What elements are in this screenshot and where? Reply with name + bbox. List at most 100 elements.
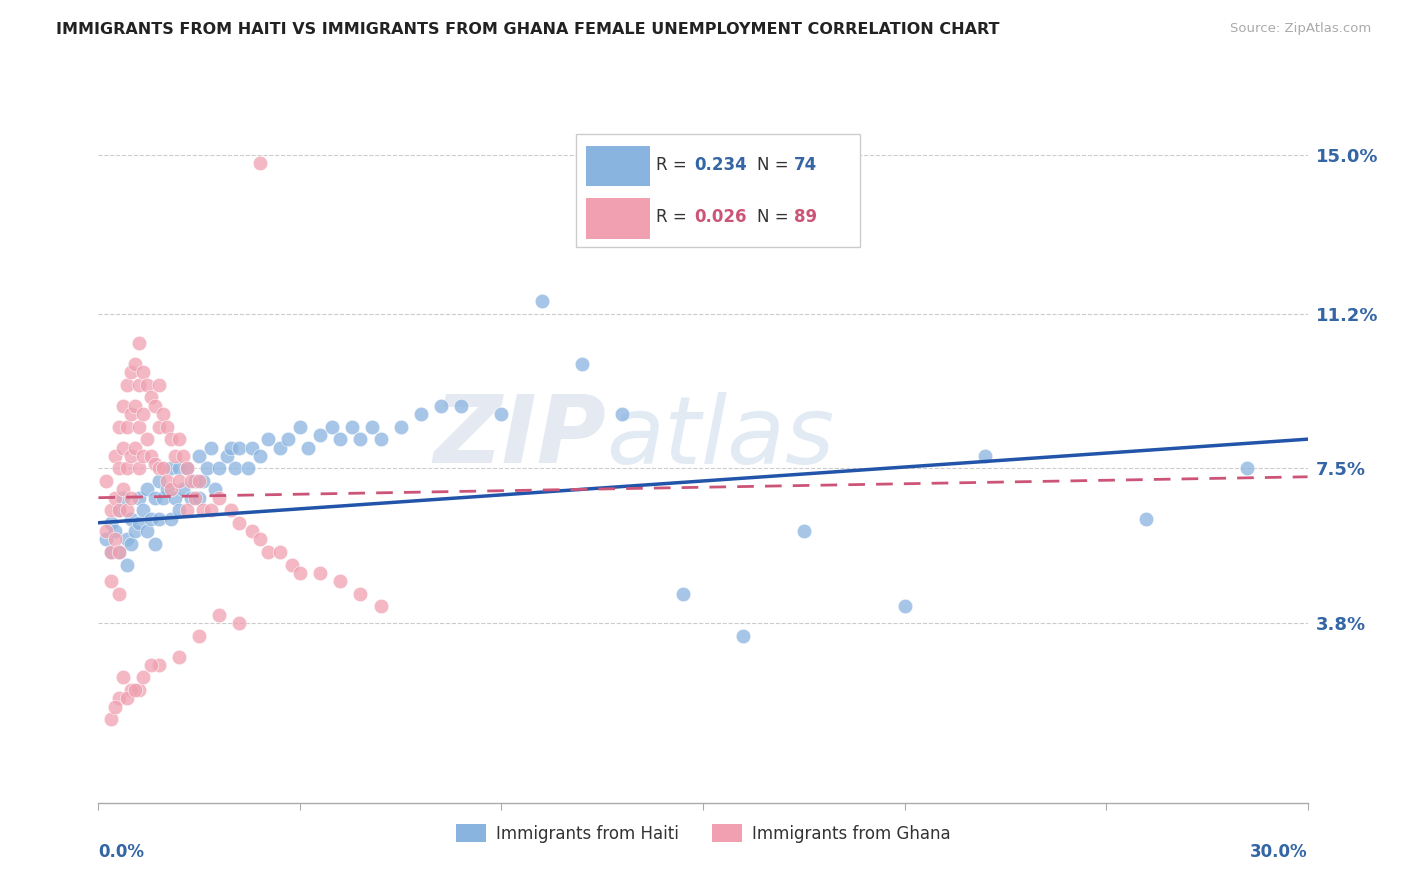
Point bbox=[152, 461, 174, 475]
Point bbox=[139, 390, 162, 404]
Point bbox=[160, 461, 183, 475]
Point bbox=[491, 407, 513, 421]
Point bbox=[143, 399, 166, 413]
FancyBboxPatch shape bbox=[586, 145, 650, 186]
Point bbox=[111, 670, 134, 684]
Point bbox=[193, 474, 215, 488]
Text: N =: N = bbox=[758, 156, 794, 174]
Point bbox=[107, 587, 129, 601]
Point bbox=[115, 377, 138, 392]
Point bbox=[124, 399, 146, 413]
Point bbox=[204, 483, 226, 497]
Point bbox=[100, 545, 122, 559]
Point bbox=[195, 461, 218, 475]
Point bbox=[221, 441, 243, 455]
Point bbox=[148, 474, 170, 488]
Point bbox=[128, 377, 150, 392]
Point bbox=[96, 524, 118, 538]
Point bbox=[148, 377, 170, 392]
Point bbox=[1135, 511, 1157, 525]
Text: 74: 74 bbox=[793, 156, 817, 174]
Point bbox=[111, 491, 134, 505]
Point bbox=[128, 516, 150, 530]
Point bbox=[100, 516, 122, 530]
Point bbox=[160, 511, 183, 525]
Point bbox=[148, 461, 170, 475]
Point bbox=[100, 503, 122, 517]
Point bbox=[530, 294, 553, 309]
Point bbox=[277, 432, 299, 446]
Point bbox=[115, 558, 138, 572]
Point bbox=[329, 574, 352, 589]
Point bbox=[249, 533, 271, 547]
Point bbox=[135, 524, 157, 538]
Text: 0.234: 0.234 bbox=[695, 156, 747, 174]
Point bbox=[309, 428, 332, 442]
Point bbox=[152, 407, 174, 421]
Point bbox=[139, 449, 162, 463]
Point bbox=[128, 461, 150, 475]
Point bbox=[103, 491, 125, 505]
Point bbox=[167, 461, 190, 475]
Point bbox=[256, 432, 278, 446]
Point bbox=[139, 511, 162, 525]
Point bbox=[156, 483, 179, 497]
Point bbox=[156, 419, 179, 434]
Point bbox=[163, 491, 186, 505]
Point bbox=[228, 516, 250, 530]
Point bbox=[143, 536, 166, 550]
Point bbox=[120, 682, 142, 697]
Point bbox=[249, 449, 271, 463]
Point bbox=[208, 461, 231, 475]
Point bbox=[128, 419, 150, 434]
Point bbox=[612, 407, 634, 421]
Point bbox=[361, 419, 384, 434]
Point bbox=[672, 587, 695, 601]
Point bbox=[120, 491, 142, 505]
Point bbox=[321, 419, 343, 434]
Text: R =: R = bbox=[655, 209, 692, 227]
Point bbox=[228, 441, 250, 455]
Point bbox=[120, 365, 142, 379]
Point bbox=[217, 449, 239, 463]
Point bbox=[107, 545, 129, 559]
Text: Source: ZipAtlas.com: Source: ZipAtlas.com bbox=[1230, 22, 1371, 36]
Point bbox=[135, 377, 157, 392]
Point bbox=[120, 407, 142, 421]
Point bbox=[188, 474, 211, 488]
Point bbox=[236, 461, 259, 475]
Point bbox=[124, 441, 146, 455]
Point bbox=[184, 491, 207, 505]
Point bbox=[349, 432, 371, 446]
Point bbox=[111, 483, 134, 497]
Point bbox=[132, 503, 155, 517]
Point bbox=[297, 441, 319, 455]
Text: 0.026: 0.026 bbox=[695, 209, 747, 227]
Point bbox=[107, 545, 129, 559]
Point bbox=[172, 449, 194, 463]
Point bbox=[103, 699, 125, 714]
Point bbox=[342, 419, 364, 434]
Point bbox=[974, 449, 997, 463]
Text: atlas: atlas bbox=[606, 392, 835, 483]
Point bbox=[167, 503, 190, 517]
Point bbox=[115, 691, 138, 706]
Point bbox=[240, 441, 263, 455]
Point bbox=[111, 399, 134, 413]
Point bbox=[115, 461, 138, 475]
Point bbox=[128, 682, 150, 697]
Point bbox=[103, 524, 125, 538]
Point bbox=[132, 365, 155, 379]
Point bbox=[188, 491, 211, 505]
Point bbox=[135, 432, 157, 446]
Point bbox=[288, 566, 311, 580]
Text: 89: 89 bbox=[793, 209, 817, 227]
Point bbox=[389, 419, 412, 434]
Point bbox=[208, 491, 231, 505]
Point bbox=[115, 533, 138, 547]
Text: ZIP: ZIP bbox=[433, 391, 606, 483]
Point bbox=[132, 449, 155, 463]
Point bbox=[152, 491, 174, 505]
Point bbox=[221, 503, 243, 517]
Point bbox=[450, 399, 472, 413]
